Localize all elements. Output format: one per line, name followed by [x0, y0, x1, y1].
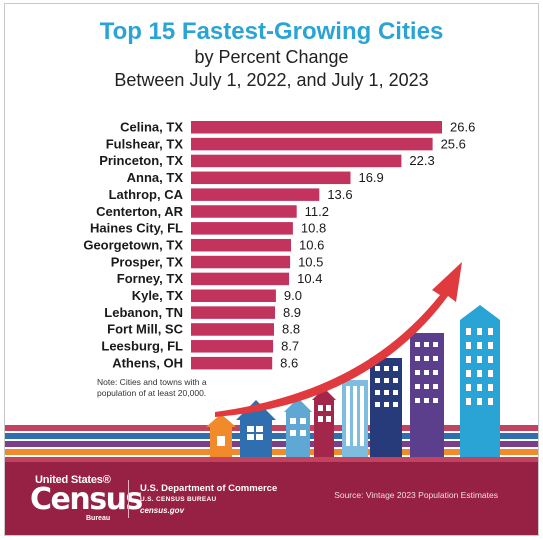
bar-value-label: 22.3 — [409, 153, 434, 168]
bar-category-label: Anna, TX — [127, 170, 184, 185]
bar-category-label: Georgetown, TX — [83, 237, 183, 252]
bar-category-label: Lathrop, CA — [109, 187, 184, 202]
source-note: Source: Vintage 2023 Population Estimate… — [334, 490, 498, 500]
maroon-house-icon — [312, 388, 336, 457]
census-gov-link[interactable]: census.gov — [140, 506, 185, 515]
orange-house-icon — [206, 414, 236, 457]
bar-category-label: Leesburg, FL — [101, 339, 183, 354]
bar-category-label: Princeton, TX — [99, 153, 183, 168]
bar — [191, 154, 402, 168]
bar-category-label: Fulshear, TX — [106, 136, 184, 151]
bar-category-label: Lebanon, TN — [104, 305, 183, 320]
teal-tower-icon — [460, 305, 500, 457]
dept-commerce-label: U.S. Department of Commerce — [140, 483, 278, 494]
bar — [191, 188, 320, 201]
bar-value-label: 11.2 — [305, 204, 329, 219]
skyline-illustration — [5, 262, 538, 462]
bar — [191, 137, 433, 151]
bar — [191, 222, 293, 235]
bar — [191, 323, 274, 336]
light-blue-house-icon — [284, 398, 312, 457]
stripe-red-bottom — [5, 457, 538, 462]
bar — [191, 255, 291, 269]
bar — [191, 121, 442, 134]
bar-value-label: 16.9 — [358, 170, 383, 185]
navy-tower-icon — [370, 358, 402, 457]
bar — [191, 289, 276, 302]
census-logo[interactable]: Census — [30, 482, 143, 517]
bar-value-label: 8.9 — [283, 305, 301, 320]
bar-value-label: 8.7 — [281, 339, 299, 354]
bar-value-label: 10.5 — [298, 254, 323, 269]
bar-value-label: 26.6 — [450, 120, 475, 135]
bar-category-label: Prosper, TX — [111, 254, 184, 269]
footer-divider — [128, 480, 129, 518]
chart-title: Top 15 Fastest-Growing Cities — [99, 18, 444, 45]
bar-category-label: Fort Mill, SC — [107, 322, 183, 337]
bar-category-label: Celina, TX — [120, 120, 183, 135]
bar-category-label: Kyle, TX — [132, 288, 184, 303]
chart-note: Note: Cities and towns with a population… — [97, 377, 207, 398]
bar-value-label: 10.8 — [301, 221, 326, 236]
bar-category-label: Forney, TX — [117, 271, 184, 286]
bar-value-label: 8.6 — [280, 355, 298, 370]
bar-value-label: 10.4 — [297, 271, 322, 286]
bar-category-label: Athens, OH — [112, 355, 183, 370]
bar — [191, 238, 291, 252]
census-logo-bureau: Bureau — [86, 515, 111, 522]
census-bureau-label: U.S. CENSUS BUREAU — [140, 496, 217, 503]
footer-band — [5, 462, 538, 535]
bars-layer: Celina, TX 26.6 Fulshear, TX 25.6 Princeton,… — [83, 120, 475, 371]
bar-value-label: 10.6 — [299, 237, 324, 252]
purple-tower-icon — [410, 333, 444, 457]
census-logo-top: United States® — [35, 474, 111, 486]
bar-category-label: Centerton, AR — [96, 204, 184, 219]
bar — [191, 340, 274, 353]
bar — [191, 356, 273, 370]
bar — [191, 205, 297, 218]
chart-subtitle-line2: Between July 1, 2022, and July 1, 2023 — [114, 70, 429, 90]
chart-subtitle-line1: by Percent Change — [194, 47, 349, 67]
bar-value-label: 8.8 — [282, 322, 300, 337]
bar-value-label: 25.6 — [441, 136, 466, 151]
bar-value-label: 9.0 — [284, 288, 302, 303]
bar — [191, 306, 275, 319]
light-blue-tower-icon — [342, 380, 368, 457]
bar-category-label: Haines City, FL — [90, 221, 183, 236]
bar-value-label: 13.6 — [327, 187, 352, 202]
bar — [191, 171, 351, 185]
bar — [191, 272, 290, 286]
